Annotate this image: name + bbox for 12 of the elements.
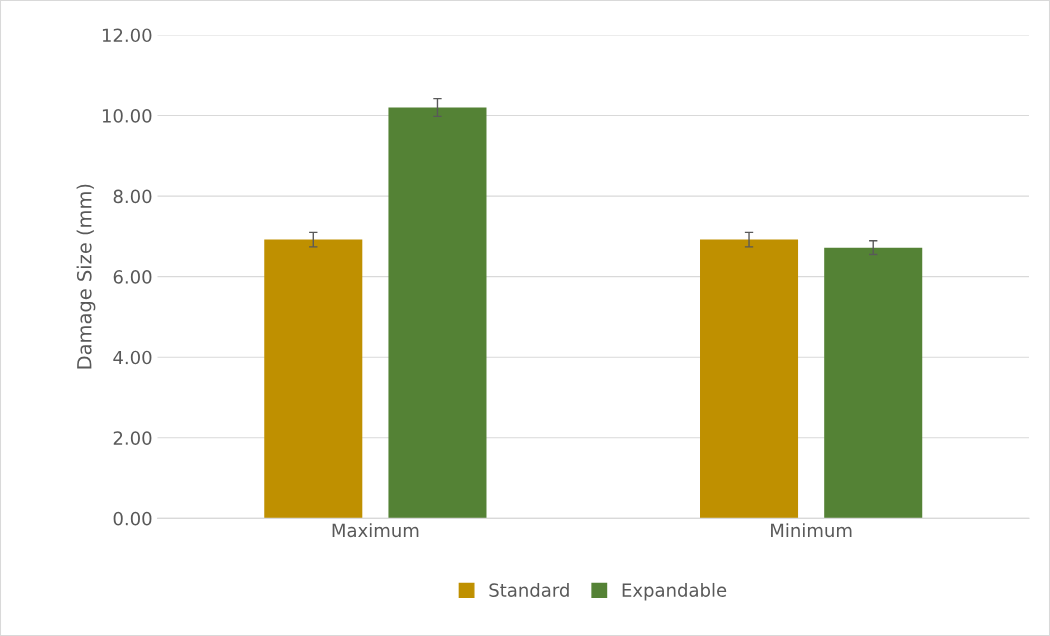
y-tick-label: 2.00 [113, 431, 152, 445]
y-tick-label: 8.00 [113, 189, 152, 204]
x-tick-label: Maximum [332, 523, 419, 538]
y-tick-label: 6.00 [113, 270, 152, 284]
y-tick-label: 10.00 [102, 109, 152, 123]
y-axis-title: Damage Size (mm) [76, 184, 96, 369]
y-tick-label: 4.00 [113, 350, 152, 365]
y-tick-label: 12.00 [102, 28, 152, 43]
y-tick-label: 0.00 [113, 511, 152, 526]
legend-label: Standard [489, 582, 569, 597]
legend-label: Expandable [622, 582, 727, 601]
x-tick-label: Minimum [771, 523, 852, 538]
